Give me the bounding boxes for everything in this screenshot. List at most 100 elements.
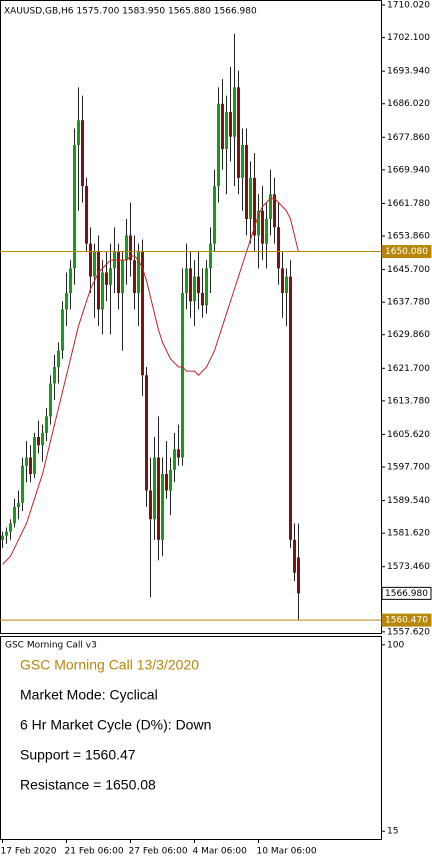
indicator-text: 6 Hr Market Cycle (D%): Down [20,717,211,733]
y-tick-label: 1653.860 [387,232,430,242]
indicator-text: Resistance = 1650.08 [20,777,156,793]
candle-body [289,276,292,540]
candle-body [177,449,180,458]
candle-body [1,535,4,540]
y-tick-label: 1702.100 [387,33,430,43]
candle-body [157,457,160,540]
x-tick-label: 21 Feb 06:00 [65,847,124,857]
candle-body [193,276,196,302]
candle-body [217,103,220,187]
price-label: 1650.080 [385,247,428,257]
candle-body [245,144,248,219]
candle-body [105,272,108,285]
candle-body [33,436,36,474]
candle-body [53,367,56,384]
candle-body [65,293,68,310]
candle-body [61,309,64,351]
candle-body [277,227,280,269]
candle-body [153,457,156,520]
candle-body [185,268,188,294]
x-tick-label: 4 Mar 06:00 [193,847,248,857]
candle-body [269,194,272,219]
candle-body [293,539,296,573]
candle-body [221,103,224,150]
candle-body [189,268,192,302]
candle-body [161,473,164,540]
indicator-text: Support = 1560.47 [20,747,136,763]
candle-body [237,87,240,178]
y-tick-label: 1669.940 [387,165,430,175]
candle-body [97,251,100,310]
indicator-heading: GSC Morning Call 13/3/2020 [20,657,199,673]
candle-body [209,243,212,269]
price-label: 1566.980 [385,589,428,599]
candle-body [273,194,276,228]
candle-body [41,432,44,446]
candle-body [137,251,140,294]
y-tick-label: 1597.700 [387,463,430,473]
x-tick-label: 27 Feb 06:00 [129,847,188,857]
indicator-tick-label: 100 [387,640,404,650]
y-tick-label: 1629.860 [387,330,430,340]
price-label-box [381,613,432,627]
candle-body [241,144,244,178]
candle-body [5,531,8,536]
candle-body [45,416,48,433]
y-tick-label: 1686.020 [387,99,430,109]
candle-body [281,268,284,294]
y-tick-label: 1613.780 [387,396,430,406]
y-tick-label: 1710.020 [387,1,430,11]
price-label-box [381,586,432,600]
candle-body [261,210,264,244]
candle-body [29,457,32,474]
candle-body [69,268,72,294]
candle-body [197,276,200,294]
candle-body [25,457,28,466]
candle-body [85,186,88,244]
candle-body [81,120,84,187]
candle-body [17,502,20,507]
candle-body [125,235,128,261]
candle-body [49,383,52,417]
candle-body [117,251,120,294]
candle-body [149,490,152,520]
candle-body [213,186,216,244]
y-tick-label: 1677.860 [387,133,430,143]
candle-body [21,465,24,503]
y-tick-label: 1621.700 [387,364,430,374]
y-tick-label: 1581.620 [387,529,430,539]
candle-body [165,473,168,491]
candle-body [101,272,104,310]
y-tick-label: 1589.540 [387,496,430,506]
y-tick-label: 1661.780 [387,199,430,209]
candle-body [173,449,176,470]
candle-body [285,276,288,294]
candle-body [37,436,40,446]
candle-body [89,243,92,277]
x-tick-label: 17 Feb 2020 [1,847,57,857]
candle-body [265,218,268,244]
candle-body [201,293,204,306]
candle-body [233,87,236,137]
candle-body [253,177,256,236]
y-tick-label: 1573.460 [387,562,430,572]
candle-body [249,177,252,219]
price-label-box [381,245,432,259]
candle-body [181,293,184,458]
candle-body [121,260,124,294]
main-frame [0,0,382,634]
indicator-tick-label: 15 [387,827,398,837]
moving-average [2,197,299,565]
indicator-frame [0,636,382,840]
candle-body [225,112,228,150]
candle-body [205,268,208,306]
y-tick-label: 1693.940 [387,67,430,77]
candle-body [229,112,232,137]
y-tick-label: 1645.700 [387,265,430,275]
candle-body [145,375,148,491]
candle-body [57,350,60,368]
candle-body [129,235,132,261]
candle-body [169,469,172,491]
y-tick-label: 1605.620 [387,430,430,440]
